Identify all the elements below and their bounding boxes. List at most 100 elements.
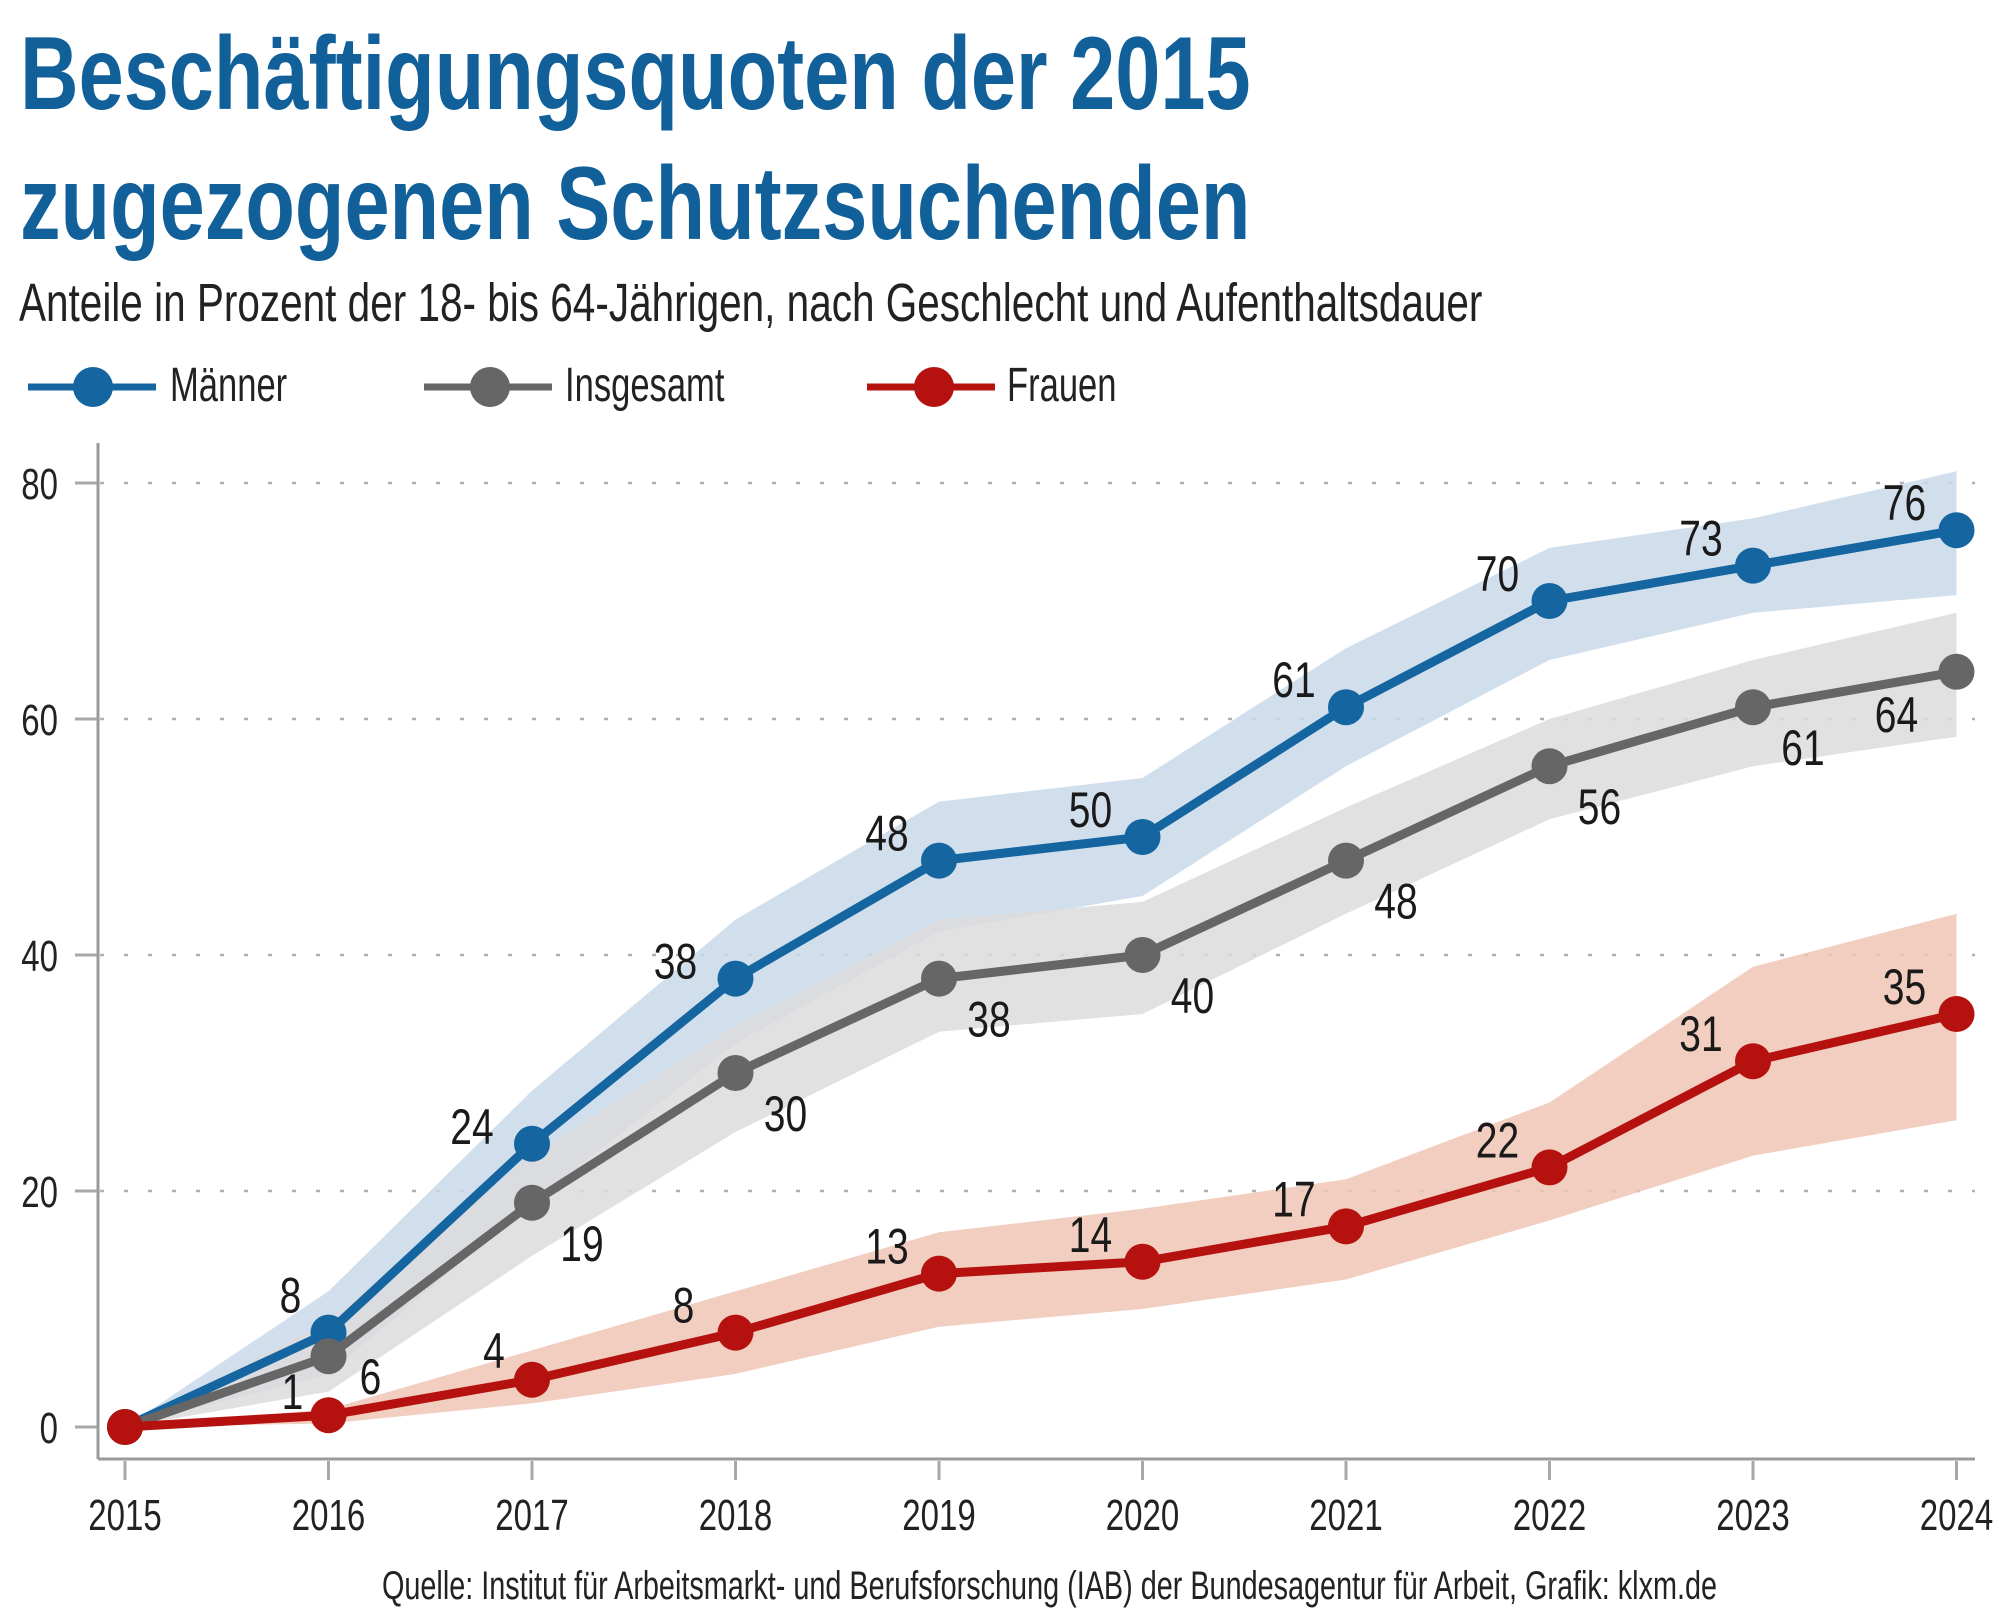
- data-label-insgesamt-2019: 38: [967, 991, 1010, 1048]
- data-label-frauen-2022: 22: [1476, 1112, 1519, 1169]
- legend-label-maenner: Männer: [170, 359, 288, 412]
- line-insgesamt: [123, 667, 1958, 1432]
- marker-frauen-2021: [1328, 1208, 1364, 1245]
- x-tick-label-2019: 2019: [902, 1492, 975, 1541]
- data-label-insgesamt-2018: 30: [764, 1085, 807, 1142]
- data-label-insgesamt-2022: 56: [1578, 778, 1621, 835]
- data-label-maenner-2019: 48: [865, 805, 908, 862]
- axes: [96, 443, 1975, 1461]
- legend-marker-insgesamt-icon: [424, 367, 552, 407]
- marker-insgesamt-2020: [1124, 937, 1161, 973]
- data-label-frauen-2018: 8: [673, 1277, 695, 1334]
- data-label-maenner-2023: 73: [1679, 510, 1722, 567]
- source-note: Quelle: Institut für Arbeitsmarkt- und B…: [382, 1566, 1999, 1606]
- marker-insgesamt-2023: [1735, 689, 1771, 726]
- marker-frauen-2022: [1531, 1149, 1568, 1186]
- y-ticks: 0 20 40 60 80: [21, 461, 97, 1454]
- data-label-frauen-2023: 31: [1679, 1005, 1722, 1062]
- legend-item-maenner: Männer: [28, 360, 328, 414]
- y-tick-label-0: 0: [40, 1405, 58, 1454]
- data-label-insgesamt-2016: 6: [360, 1348, 382, 1405]
- band-insgesamt: [125, 612, 1957, 1427]
- marker-maenner-2023: [1735, 547, 1771, 584]
- data-label-maenner-2017: 24: [450, 1098, 493, 1155]
- marker-maenner-2021: [1328, 689, 1364, 726]
- data-label-frauen-2020: 14: [1069, 1206, 1112, 1263]
- marker-frauen-2016: [310, 1397, 347, 1434]
- marker-insgesamt-2018: [717, 1055, 754, 1091]
- marker-insgesamt-2024: [1938, 653, 1975, 690]
- data-label-frauen-2019: 13: [865, 1218, 908, 1275]
- marker-frauen-2015: [107, 1409, 143, 1445]
- data-label-insgesamt-2024: 64: [1875, 686, 1918, 743]
- y-tick-label-60: 60: [21, 697, 58, 746]
- marker-insgesamt-2022: [1531, 748, 1568, 785]
- legend-label-frauen: Frauen: [1007, 359, 1117, 412]
- confidence-bands: [125, 471, 1957, 1427]
- subtitle-text: Anteile in Prozent der 18- bis 64-Jährig…: [19, 273, 1483, 333]
- y-tick-label-80: 80: [21, 461, 58, 510]
- legend-marker-maenner-icon: [28, 367, 156, 407]
- marker-frauen-2019: [921, 1255, 957, 1292]
- chart-title-line-2: zugezogenen Schutzsuchenden: [20, 152, 1597, 256]
- marker-maenner-2020: [1124, 819, 1161, 855]
- data-label-maenner-2021: 61: [1272, 651, 1315, 708]
- y-tick-label-40: 40: [21, 933, 58, 982]
- marker-frauen-2018: [717, 1314, 754, 1351]
- legend-item-frauen: Frauen: [867, 360, 1187, 414]
- x-tick-label-2022: 2022: [1513, 1492, 1586, 1541]
- gridlines: [100, 481, 1975, 1193]
- marker-insgesamt-2017: [514, 1184, 550, 1221]
- data-label-frauen-2021: 17: [1272, 1171, 1315, 1228]
- marker-frauen-2020: [1124, 1243, 1161, 1280]
- x-tick-label-2024: 2024: [1920, 1492, 1993, 1541]
- y-tick-label-20: 20: [21, 1169, 58, 1218]
- marker-frauen-2023: [1735, 1043, 1771, 1080]
- marker-frauen-2024: [1938, 996, 1975, 1032]
- chart-title-line-1: Beschäftigungsquoten der 2015: [20, 22, 1598, 126]
- marker-insgesamt-2021: [1328, 842, 1364, 879]
- legend-marker-frauen-icon: [867, 367, 995, 407]
- data-label-maenner-2022: 70: [1476, 545, 1519, 602]
- data-label-insgesamt-2021: 48: [1374, 873, 1417, 930]
- x-tick-label-2018: 2018: [699, 1492, 772, 1541]
- marker-maenner-2018: [717, 960, 754, 997]
- x-tick-label-2021: 2021: [1309, 1492, 1382, 1541]
- marker-insgesamt-2019: [921, 960, 957, 997]
- title-text-1: Beschäftigungsquoten der 2015: [20, 16, 1251, 132]
- title-text-2: zugezogenen Schutzsuchenden: [20, 146, 1251, 262]
- x-tick-label-2015: 2015: [88, 1492, 161, 1541]
- legend-item-insgesamt: Insgesamt: [424, 360, 764, 414]
- data-label-frauen-2024: 35: [1883, 958, 1926, 1015]
- x-tick-label-2017: 2017: [495, 1492, 568, 1541]
- line-maenner: [123, 525, 1958, 1432]
- x-tick-label-2023: 2023: [1716, 1492, 1789, 1541]
- data-label-maenner-2024: 76: [1883, 474, 1926, 531]
- marker-maenner-2019: [921, 842, 957, 879]
- series-lines: [107, 512, 1975, 1445]
- data-label-maenner-2016: 8: [280, 1267, 302, 1324]
- band-maenner: [125, 471, 1957, 1427]
- chart-subtitle: Anteile in Prozent der 18- bis 64-Jährig…: [19, 276, 1970, 330]
- x-tick-label-2016: 2016: [292, 1492, 365, 1541]
- legend-label-insgesamt: Insgesamt: [565, 359, 725, 412]
- data-label-maenner-2018: 38: [654, 933, 697, 990]
- source-text: Quelle: Institut für Arbeitsmarkt- und B…: [382, 1564, 1718, 1608]
- data-label-insgesamt-2020: 40: [1171, 967, 1214, 1024]
- x-ticks: 2015 2016 2017 2018 2019 2020 2021 2022 2023 2024: [88, 1461, 1993, 1540]
- data-label-frauen-2016: 1: [282, 1363, 304, 1420]
- marker-maenner-2024: [1938, 512, 1975, 549]
- marker-maenner-2022: [1531, 583, 1568, 619]
- line-frauen: [124, 1009, 1958, 1432]
- x-tick-label-2020: 2020: [1106, 1492, 1179, 1541]
- data-label-frauen-2017: 4: [483, 1322, 505, 1379]
- data-label-insgesamt-2017: 19: [560, 1215, 603, 1272]
- data-label-maenner-2020: 50: [1069, 781, 1112, 838]
- band-frauen: [125, 913, 1957, 1427]
- marker-frauen-2017: [514, 1361, 550, 1398]
- marker-insgesamt-2016: [310, 1338, 347, 1375]
- marker-maenner-2017: [514, 1125, 550, 1162]
- data-label-insgesamt-2023: 61: [1781, 719, 1824, 776]
